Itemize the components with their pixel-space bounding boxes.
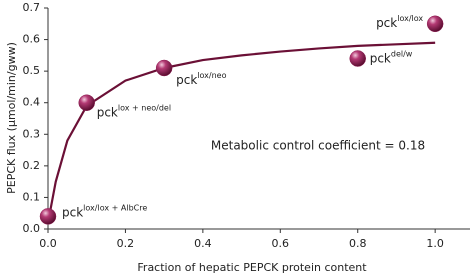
point-label-base: pck <box>97 105 118 119</box>
point-label-base: pck <box>376 15 397 29</box>
y-tick-label: 0.1 <box>23 190 41 203</box>
data-point <box>426 15 444 33</box>
y-tick-label: 0.0 <box>23 222 41 235</box>
data-point <box>349 50 366 67</box>
y-axis-title: PEPCK flux (µmol/min/gww) <box>5 42 18 194</box>
data-point <box>39 208 57 225</box>
x-tick-label: 0.4 <box>194 237 212 250</box>
x-axis-title: Fraction of hepatic PEPCK protein conten… <box>137 261 367 274</box>
point-label-sup: del/w <box>391 49 413 58</box>
y-tick-label: 0.3 <box>23 127 41 140</box>
point-label-sup: lox/neo <box>197 70 226 79</box>
point-label-base: pck <box>370 51 391 65</box>
y-tick-label: 0.6 <box>23 33 41 46</box>
point-label: pcklox/neo <box>176 70 226 86</box>
data-point <box>155 59 173 77</box>
point-label-base: pck <box>62 205 83 219</box>
x-tick-label: 0.8 <box>349 237 367 250</box>
y-tick-label: 0.4 <box>23 96 41 109</box>
point-label-base: pck <box>176 72 197 86</box>
point-label-sup: lox/lox + AlbCre <box>83 203 147 212</box>
y-tick-label: 0.7 <box>23 1 41 14</box>
x-tick-label: 0.2 <box>117 237 135 250</box>
x-tick-label: 0.6 <box>272 237 290 250</box>
point-label: pcklox/lox <box>376 13 423 29</box>
point-label-sup: lox/lox <box>397 13 423 22</box>
x-tick-label: 0.0 <box>39 237 57 250</box>
point-label: pckdel/w <box>370 49 413 65</box>
x-tick-label: 1.0 <box>426 237 444 250</box>
fit-curve <box>46 41 436 223</box>
y-tick-label: 0.2 <box>23 159 41 172</box>
annotation: Metabolic control coefficient = 0.18 <box>211 139 425 153</box>
data-point <box>78 94 95 111</box>
y-tick-label: 0.5 <box>23 64 41 77</box>
point-label: pcklox + neo/del <box>97 103 171 119</box>
point-label: pcklox/lox + AlbCre <box>62 203 147 219</box>
point-label-sup: lox + neo/del <box>118 103 171 112</box>
